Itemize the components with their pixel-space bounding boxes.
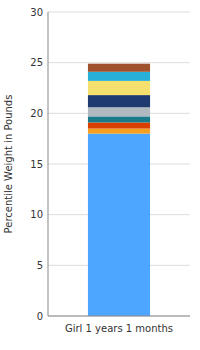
bars (88, 64, 150, 316)
bar-segment (88, 64, 150, 72)
y-tick-label: 0 (37, 311, 43, 322)
y-tick-label: 20 (30, 108, 43, 119)
bar-segment (88, 129, 150, 134)
bar-segment (88, 134, 150, 316)
chart: 0 5 10 15 20 25 30 Girl 1 years 1 months Percent… (0, 0, 200, 350)
grid-line (48, 62, 190, 63)
y-axis-line (48, 12, 49, 316)
bar-segment (88, 107, 150, 116)
grid-line (48, 12, 190, 13)
y-tick-label: 10 (30, 209, 43, 220)
y-tick-label: 30 (30, 7, 43, 18)
bar-segment (88, 72, 150, 81)
bar-segment (88, 122, 150, 128)
x-axis-line (48, 316, 190, 317)
x-tick-label: Girl 1 years 1 months (65, 323, 173, 334)
y-tick-label: 5 (37, 260, 43, 271)
grid-line (48, 316, 190, 317)
bar-segment (88, 81, 150, 95)
y-axis-label: Percentile Weight in Pounds (3, 95, 14, 234)
grid (48, 12, 190, 316)
y-ticks: 0 5 10 15 20 25 30 (30, 7, 43, 322)
chart-container: 0 5 10 15 20 25 30 Girl 1 years 1 months Percent… (0, 0, 200, 350)
y-tick-label: 25 (30, 57, 43, 68)
bar-segment (88, 95, 150, 107)
y-tick-label: 15 (30, 159, 43, 170)
bar-segment (88, 116, 150, 122)
